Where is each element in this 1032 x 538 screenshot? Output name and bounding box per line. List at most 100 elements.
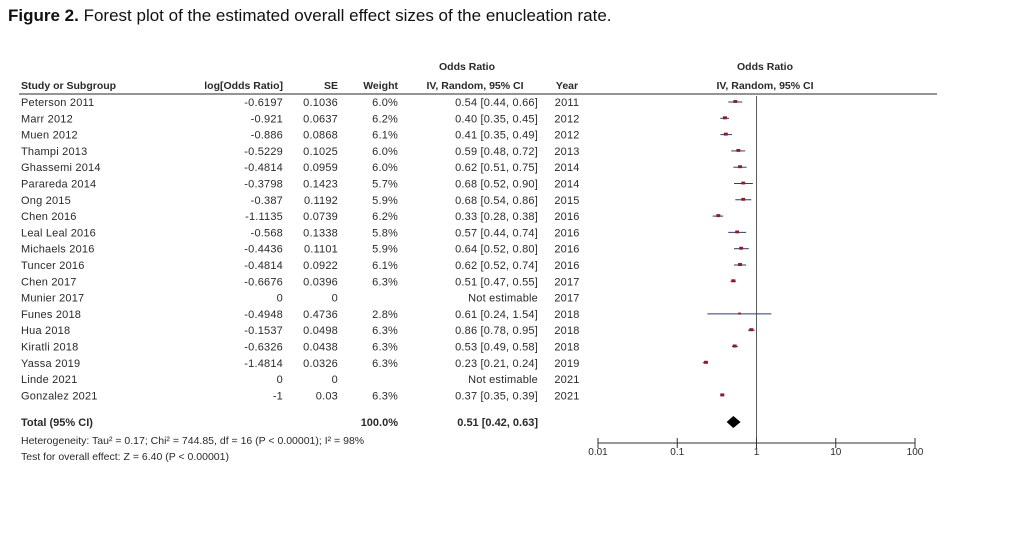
header-iv-random: IV, Random, 95% CI [426,80,523,92]
study-log-or: -1.4814 [244,358,283,370]
study-name: Yassa 2019 [21,358,80,370]
study-ci: 0.61 [0.24, 1.54] [455,309,538,321]
study-year: 2016 [554,244,579,256]
study-year: 2012 [554,130,579,142]
study-weight: 5.9% [372,195,398,207]
study-se: 0.4736 [303,309,338,321]
study-se: 0.0868 [303,130,338,142]
study-weight: 2.8% [372,309,398,321]
study-weight: 6.3% [372,325,398,337]
study-log-or: -1.1135 [245,211,283,223]
study-name: Chen 2016 [21,211,77,223]
study-se: 0.0959 [303,162,338,174]
x-tick-label: 100 [907,447,924,458]
study-weight: 6.1% [372,130,398,142]
study-weight: 5.9% [372,244,398,256]
study-name: Funes 2018 [21,309,81,321]
study-weight: 6.2% [372,113,398,125]
total-ci: 0.51 [0.42, 0.63] [457,417,538,429]
study-se: 0.1101 [304,244,338,256]
study-year: 2016 [554,211,579,223]
x-tick-label: 1 [754,447,760,458]
study-point [738,263,743,266]
header-study: Study or Subgroup [21,80,116,92]
study-ci: Not estimable [468,374,538,386]
study-se: 0.0922 [303,260,338,272]
x-tick-label: 0.01 [588,447,608,458]
study-year: 2015 [554,195,579,207]
study-name: Ong 2015 [21,195,71,207]
heterogeneity-text: Heterogeneity: Tau² = 0.17; Chi² = 744.8… [21,435,364,447]
study-name: Michaels 2016 [21,244,95,256]
study-ci: 0.53 [0.49, 0.58] [455,342,538,354]
study-ci: 0.23 [0.21, 0.24] [455,358,538,370]
study-weight: 6.0% [372,97,398,109]
study-year: 2021 [554,390,579,402]
study-ci: 0.64 [0.52, 0.80] [455,244,538,256]
study-name: Gonzalez 2021 [21,390,98,402]
study-ci: 0.54 [0.44, 0.66] [455,97,538,109]
study-se: 0 [332,293,338,305]
study-ci: Not estimable [468,293,538,305]
study-weight: 5.7% [372,179,398,191]
study-ci: 0.57 [0.44, 0.74] [455,227,538,239]
total-weight: 100.0% [361,417,399,429]
plot-marks [702,96,772,443]
study-year: 2014 [554,179,579,191]
study-se: 0.0498 [303,325,338,337]
study-rows: Peterson 2011 -0.6197 0.1036 6.0% 0.54 [0.44… [21,97,579,402]
header-plot-iv-random: IV, Random, 95% CI [716,80,813,92]
overall-effect-text: Test for overall effect: Z = 6.40 (P < 0… [21,451,229,463]
study-weight: 6.3% [372,276,398,288]
study-point [741,181,746,185]
study-weight: 5.8% [372,227,398,239]
study-name: Parareda 2014 [21,179,96,191]
study-ci: 0.41 [0.35, 0.49] [455,130,538,142]
study-name: Ghassemi 2014 [21,162,101,174]
study-name: Munier 2017 [21,293,84,305]
study-point [732,344,737,348]
study-ci: 0.68 [0.54, 0.86] [455,195,538,207]
figure-label: Figure 2. [8,6,79,25]
study-year: 2016 [554,227,579,239]
study-ci: 0.62 [0.51, 0.75] [455,162,538,174]
study-weight: 6.3% [372,358,398,370]
study-ci: 0.68 [0.52, 0.90] [455,179,538,191]
study-log-or: -0.4814 [244,260,283,272]
study-se: 0.0637 [303,113,338,125]
study-point [722,116,727,120]
header-se: SE [324,80,338,92]
study-year: 2013 [554,146,579,158]
study-ci: 0.33 [0.28, 0.38] [455,211,538,223]
x-tick-label: 10 [830,447,842,458]
header-weight: Weight [363,80,398,92]
study-name: Muen 2012 [21,130,78,142]
header-year: Year [556,80,578,92]
study-log-or: -0.5229 [244,146,283,158]
header-log-or: log[Odds Ratio] [204,80,283,92]
study-point [733,100,738,103]
study-se: 0.03 [316,390,338,402]
study-point [749,328,754,332]
study-ci: 0.37 [0.35, 0.39] [455,390,538,402]
study-name: Tuncer 2016 [21,260,85,272]
study-ci: 0.62 [0.52, 0.74] [455,260,538,272]
study-se: 0.0326 [303,358,338,370]
study-point [735,230,740,234]
study-log-or: -0.6197 [244,97,283,109]
study-log-or: -0.4814 [244,162,283,174]
study-year: 2014 [554,162,579,174]
study-point [720,393,725,397]
study-se: 0.1192 [304,195,338,207]
study-log-or: -0.6676 [244,276,283,288]
study-ci: 0.59 [0.48, 0.72] [455,146,538,158]
study-year: 2011 [555,97,579,109]
study-point [731,279,736,283]
x-tick-label: 0.1 [670,447,684,458]
study-name: Leal Leal 2016 [21,227,96,239]
study-weight: 6.3% [372,390,398,402]
study-point [723,132,728,136]
study-ci: 0.51 [0.47, 0.55] [455,276,538,288]
x-axis: 0.01 0.1 1 10 100 [588,438,924,458]
